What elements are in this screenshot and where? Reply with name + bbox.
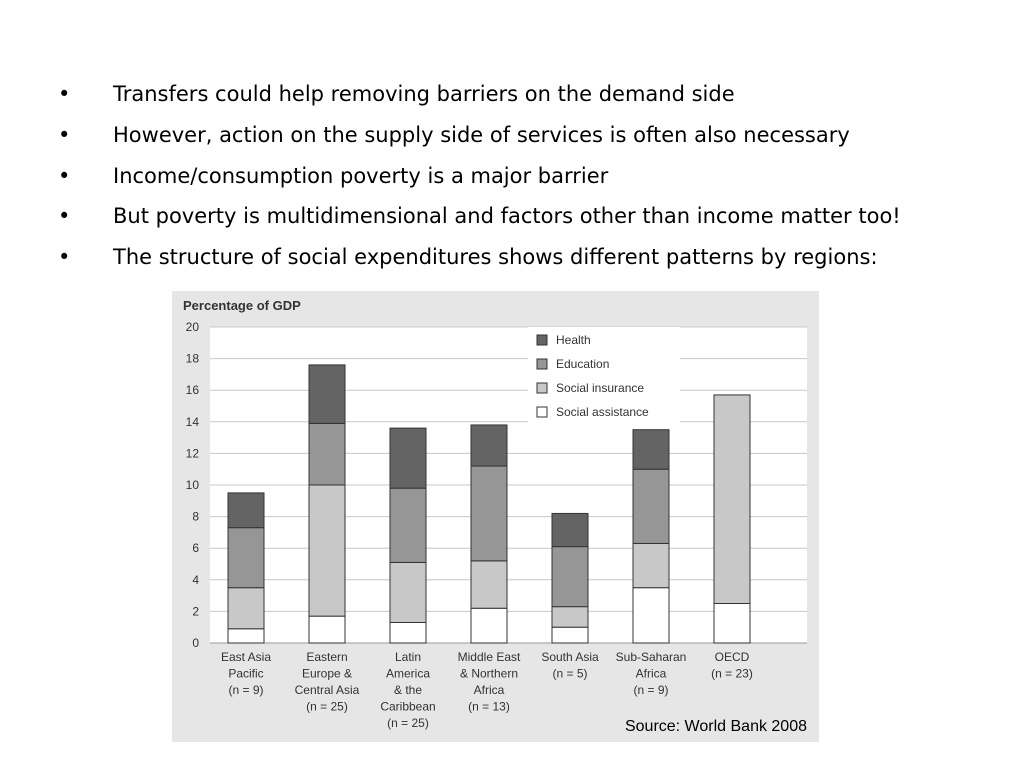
x-category-label: Central Asia bbox=[295, 683, 360, 697]
bullet-item: • The structure of social expenditures sh… bbox=[58, 237, 1018, 278]
x-category-label: & Northern bbox=[460, 667, 518, 681]
x-category-label: Africa bbox=[474, 683, 505, 697]
x-category-label: (n = 13) bbox=[468, 700, 510, 714]
y-tick-label: 10 bbox=[186, 478, 200, 492]
x-category-label: & the bbox=[394, 683, 422, 697]
bar-segment-social-insurance bbox=[470, 560, 508, 609]
legend-label: Social insurance bbox=[556, 381, 644, 395]
y-tick-label: 8 bbox=[192, 510, 199, 524]
y-tick-label: 18 bbox=[186, 352, 200, 366]
x-category-label: Caribbean bbox=[380, 700, 435, 714]
bar-segment-social-assistance bbox=[227, 628, 265, 644]
y-tick-label: 0 bbox=[192, 636, 199, 650]
bullet-list: • Transfers could help removing barriers … bbox=[58, 74, 1018, 278]
bar-segment-health bbox=[227, 492, 265, 529]
bar-segment-social-insurance bbox=[713, 394, 751, 604]
bar-segment-social-insurance bbox=[551, 606, 589, 628]
bar-segment-education bbox=[389, 487, 427, 563]
y-tick-label: 20 bbox=[186, 320, 200, 334]
x-category-label: (n = 5) bbox=[552, 667, 587, 681]
x-category-label: Eastern bbox=[306, 650, 347, 664]
bar-segment-health bbox=[308, 364, 346, 424]
bullet-text: Income/consumption poverty is a major ba… bbox=[113, 163, 609, 188]
x-category-label: (n = 9) bbox=[633, 683, 668, 697]
bullet-dot: • bbox=[58, 204, 71, 229]
x-category-label: Middle East bbox=[458, 650, 521, 664]
x-category-label: (n = 9) bbox=[228, 683, 263, 697]
bar-segment-health bbox=[470, 424, 508, 467]
bullet-item: • However, action on the supply side of s… bbox=[58, 115, 1018, 156]
bar-segment-social-insurance bbox=[227, 587, 265, 630]
x-category-label: Latin bbox=[395, 650, 421, 664]
legend-swatch bbox=[536, 334, 548, 346]
x-category-label: Africa bbox=[636, 667, 667, 681]
legend-box bbox=[528, 327, 680, 429]
x-category-label: East Asia bbox=[221, 650, 271, 664]
bar-segment-social-assistance bbox=[713, 603, 751, 644]
bar-segment-education bbox=[227, 527, 265, 589]
bar-segment-social-assistance bbox=[308, 615, 346, 644]
bar-segment-health bbox=[551, 512, 589, 548]
x-category-label: Europe & bbox=[302, 667, 352, 681]
y-tick-label: 16 bbox=[186, 383, 200, 397]
bullet-dot: • bbox=[58, 245, 71, 270]
bullet-item: • But poverty is multidimensional and fac… bbox=[58, 196, 1018, 237]
bullet-dot: • bbox=[58, 163, 71, 188]
bullet-text: The structure of social expenditures sho… bbox=[113, 245, 878, 270]
bullet-item: • Income/consumption poverty is a major b… bbox=[58, 156, 1018, 197]
bar-segment-social-insurance bbox=[308, 484, 346, 617]
bullet-dot: • bbox=[58, 82, 71, 106]
x-category-label: OECD bbox=[715, 650, 750, 664]
chart-figure: Percentage of GDP 0 2 4 6 8 10 12 14 16 18 20 East A… bbox=[172, 291, 819, 742]
y-tick-label: 2 bbox=[192, 604, 199, 618]
x-category-label: (n = 23) bbox=[711, 667, 753, 681]
bar-segment-social-insurance bbox=[389, 561, 427, 623]
bar-segment-social-assistance bbox=[389, 621, 427, 644]
legend-label: Health bbox=[556, 333, 591, 347]
y-tick-label: 4 bbox=[192, 573, 199, 587]
bar-segment-health bbox=[389, 427, 427, 489]
legend-swatch bbox=[536, 406, 548, 418]
bullet-text: Transfers could help removing barriers o… bbox=[113, 82, 735, 106]
bullet-item: • Transfers could help removing barriers … bbox=[58, 74, 1018, 115]
bar-segment-social-insurance bbox=[632, 542, 670, 589]
bar-segment-social-assistance bbox=[632, 587, 670, 644]
x-category-label: Pacific bbox=[228, 667, 263, 681]
x-category-label: America bbox=[386, 667, 430, 681]
bullet-text: But poverty is multidimensional and fact… bbox=[113, 204, 901, 229]
x-category-label: South Asia bbox=[541, 650, 599, 664]
bullet-dot: • bbox=[58, 122, 71, 147]
bar-segment-education bbox=[632, 468, 670, 544]
legend-label: Social assistance bbox=[556, 405, 649, 419]
source-caption: Source: World Bank 2008 bbox=[624, 718, 807, 735]
stacked-bar-chart: Percentage of GDP 0 2 4 6 8 10 12 14 16 18 20 East A… bbox=[183, 298, 807, 730]
bar-segment-education bbox=[308, 422, 346, 486]
y-tick-label: 12 bbox=[186, 446, 200, 460]
bar-segment-health bbox=[632, 429, 670, 470]
bar-segment-social-assistance bbox=[551, 626, 589, 644]
x-category-label: Sub-Saharan bbox=[616, 650, 687, 664]
legend-swatch bbox=[536, 358, 548, 370]
legend-label: Education bbox=[556, 357, 609, 371]
bar-segment-education bbox=[470, 465, 508, 562]
x-category-label: (n = 25) bbox=[306, 700, 348, 714]
x-category-label: (n = 25) bbox=[387, 716, 429, 730]
y-tick-label: 14 bbox=[186, 415, 200, 429]
legend-swatch bbox=[536, 382, 548, 394]
bar-segment-education bbox=[551, 546, 589, 608]
y-tick-label: 6 bbox=[192, 541, 199, 555]
bullet-text: However, action on the supply side of se… bbox=[113, 122, 850, 147]
bar-segment-social-assistance bbox=[470, 607, 508, 644]
chart-title: Percentage of GDP bbox=[183, 298, 301, 313]
